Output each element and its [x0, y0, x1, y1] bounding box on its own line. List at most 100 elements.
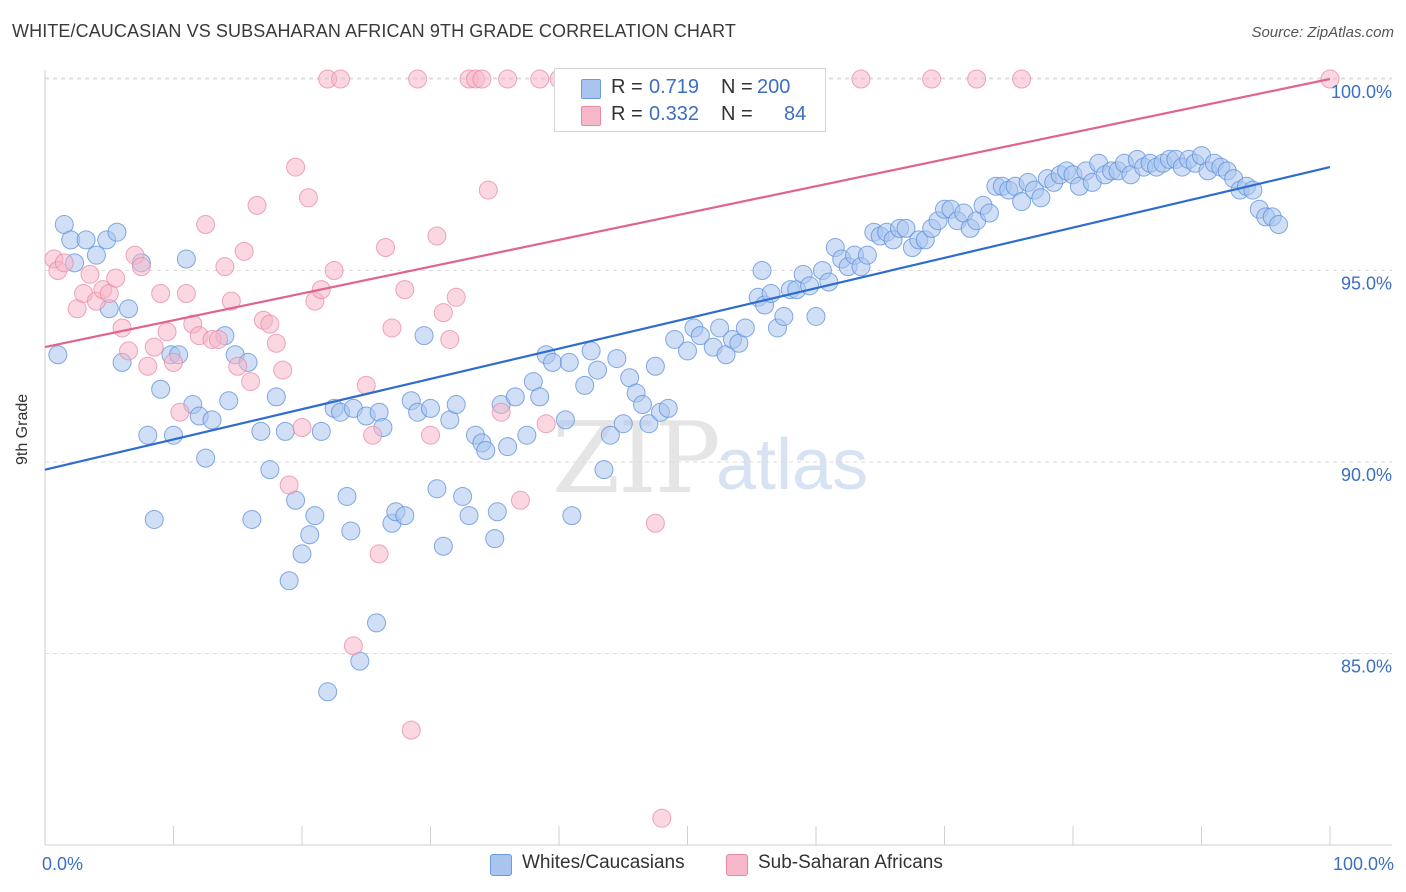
whites-point: [1269, 215, 1289, 235]
whites-point: [433, 536, 453, 556]
whites-point: [176, 249, 196, 269]
whites-point: [305, 506, 325, 526]
subsaharan-point: [157, 322, 177, 342]
whites-point: [279, 571, 299, 591]
whites-point: [581, 341, 601, 361]
whites-point: [219, 391, 239, 411]
x-tick-label-max: 100.0%: [1333, 854, 1394, 874]
whites-point: [48, 345, 68, 365]
whites-point: [1012, 192, 1032, 212]
subsaharan-point: [286, 157, 306, 177]
whites-point: [530, 387, 550, 407]
trend-lines: [44, 77, 1331, 471]
subsaharan-point: [440, 329, 460, 349]
subsaharan-point: [266, 333, 286, 353]
subsaharan-point: [138, 356, 158, 376]
whites-point: [505, 387, 525, 407]
legend-r-value-whites: 0.719: [649, 76, 700, 98]
whites-point: [395, 506, 415, 526]
subsaharan-point: [260, 314, 280, 334]
whites-point: [292, 544, 312, 564]
whites-point: [144, 509, 164, 529]
whites-point: [251, 421, 271, 441]
y-tick-label: 100.0%: [1331, 82, 1392, 102]
legend-swatch-whites: [581, 79, 601, 99]
whites-trend-line: [44, 166, 1331, 471]
whites-point: [658, 398, 678, 418]
subsaharan-point: [472, 69, 492, 89]
subsaharan-point: [234, 241, 254, 261]
subsaharan-point: [298, 188, 318, 208]
subsaharan-point: [401, 720, 421, 740]
subsaharan-point: [382, 318, 402, 338]
y-tick-label: 95.0%: [1341, 274, 1392, 294]
legend-r-label: R =: [611, 103, 643, 125]
series-whites-points: [48, 146, 1289, 702]
whites-point: [459, 506, 479, 526]
whites-point: [1031, 188, 1051, 208]
whites-point: [341, 521, 361, 541]
whites-point: [300, 525, 320, 545]
subsaharan-point: [247, 195, 267, 215]
subsaharan-point: [131, 257, 151, 277]
chart-source: Source: ZipAtlas.com: [1251, 24, 1394, 41]
subsaharan-point: [228, 356, 248, 376]
whites-point: [427, 479, 447, 499]
y-tick-label: 90.0%: [1341, 465, 1392, 485]
legend-swatch-subsaharan: [581, 106, 601, 126]
subsaharan-point: [498, 69, 518, 89]
whites-point: [260, 460, 280, 480]
subsaharan-point: [273, 360, 293, 380]
whites-point: [645, 356, 665, 376]
subsaharan-point: [144, 337, 164, 357]
subsaharan-point: [106, 268, 126, 288]
subsaharan-trend-line: [44, 77, 1331, 349]
subsaharan-point: [151, 283, 171, 303]
axes: [44, 70, 1392, 846]
whites-point: [633, 395, 653, 415]
subsaharan-point: [196, 215, 216, 235]
whites-point: [414, 326, 434, 346]
subsaharan-point: [331, 69, 351, 89]
whites-point: [476, 441, 496, 461]
legend-n-value-subsaharan: 84: [784, 103, 807, 125]
y-tick-label: 85.0%: [1341, 657, 1392, 677]
whites-point: [453, 486, 473, 506]
subsaharan-point: [433, 303, 453, 323]
whites-point: [138, 425, 158, 445]
whites-point: [710, 318, 730, 338]
whites-point: [896, 218, 916, 238]
subsaharan-point: [1012, 69, 1032, 89]
tick-labels: 85.0% 90.0% 95.0% 100.0% 0.0% 100.0%: [42, 82, 1394, 874]
legend-row-subsaharan: R = 0.332 N = 84: [555, 102, 825, 128]
whites-point: [517, 425, 537, 445]
chart-title: WHITE/CAUCASIAN VS SUBSAHARAN AFRICAN 9T…: [12, 21, 736, 41]
whites-point: [600, 425, 620, 445]
whites-point: [819, 272, 839, 292]
whites-point: [487, 502, 507, 522]
subsaharan-point: [343, 636, 363, 656]
series-subsaharan-points: [44, 69, 1340, 828]
whites-point: [202, 410, 222, 430]
subsaharan-point: [491, 402, 511, 422]
whites-point: [275, 421, 295, 441]
whites-point: [735, 318, 755, 338]
subsaharan-point: [851, 69, 871, 89]
correlation-legend: R = 0.719 N = 200 R = 0.332 N = 84: [554, 68, 826, 132]
legend-n-label: N =: [721, 76, 753, 98]
whites-point: [594, 460, 614, 480]
whites-point: [318, 682, 338, 702]
whites-point: [588, 360, 608, 380]
subsaharan-point: [176, 283, 196, 303]
legend-n-label: N =: [721, 103, 753, 125]
whites-point: [806, 306, 826, 326]
whites-point: [607, 349, 627, 369]
subsaharan-point: [208, 329, 228, 349]
subsaharan-point: [292, 418, 312, 438]
x-tick-label-min: 0.0%: [42, 854, 83, 874]
whites-point: [555, 410, 575, 430]
subsaharan-point: [421, 425, 440, 445]
whites-point: [266, 387, 286, 407]
whites-point: [979, 203, 999, 223]
